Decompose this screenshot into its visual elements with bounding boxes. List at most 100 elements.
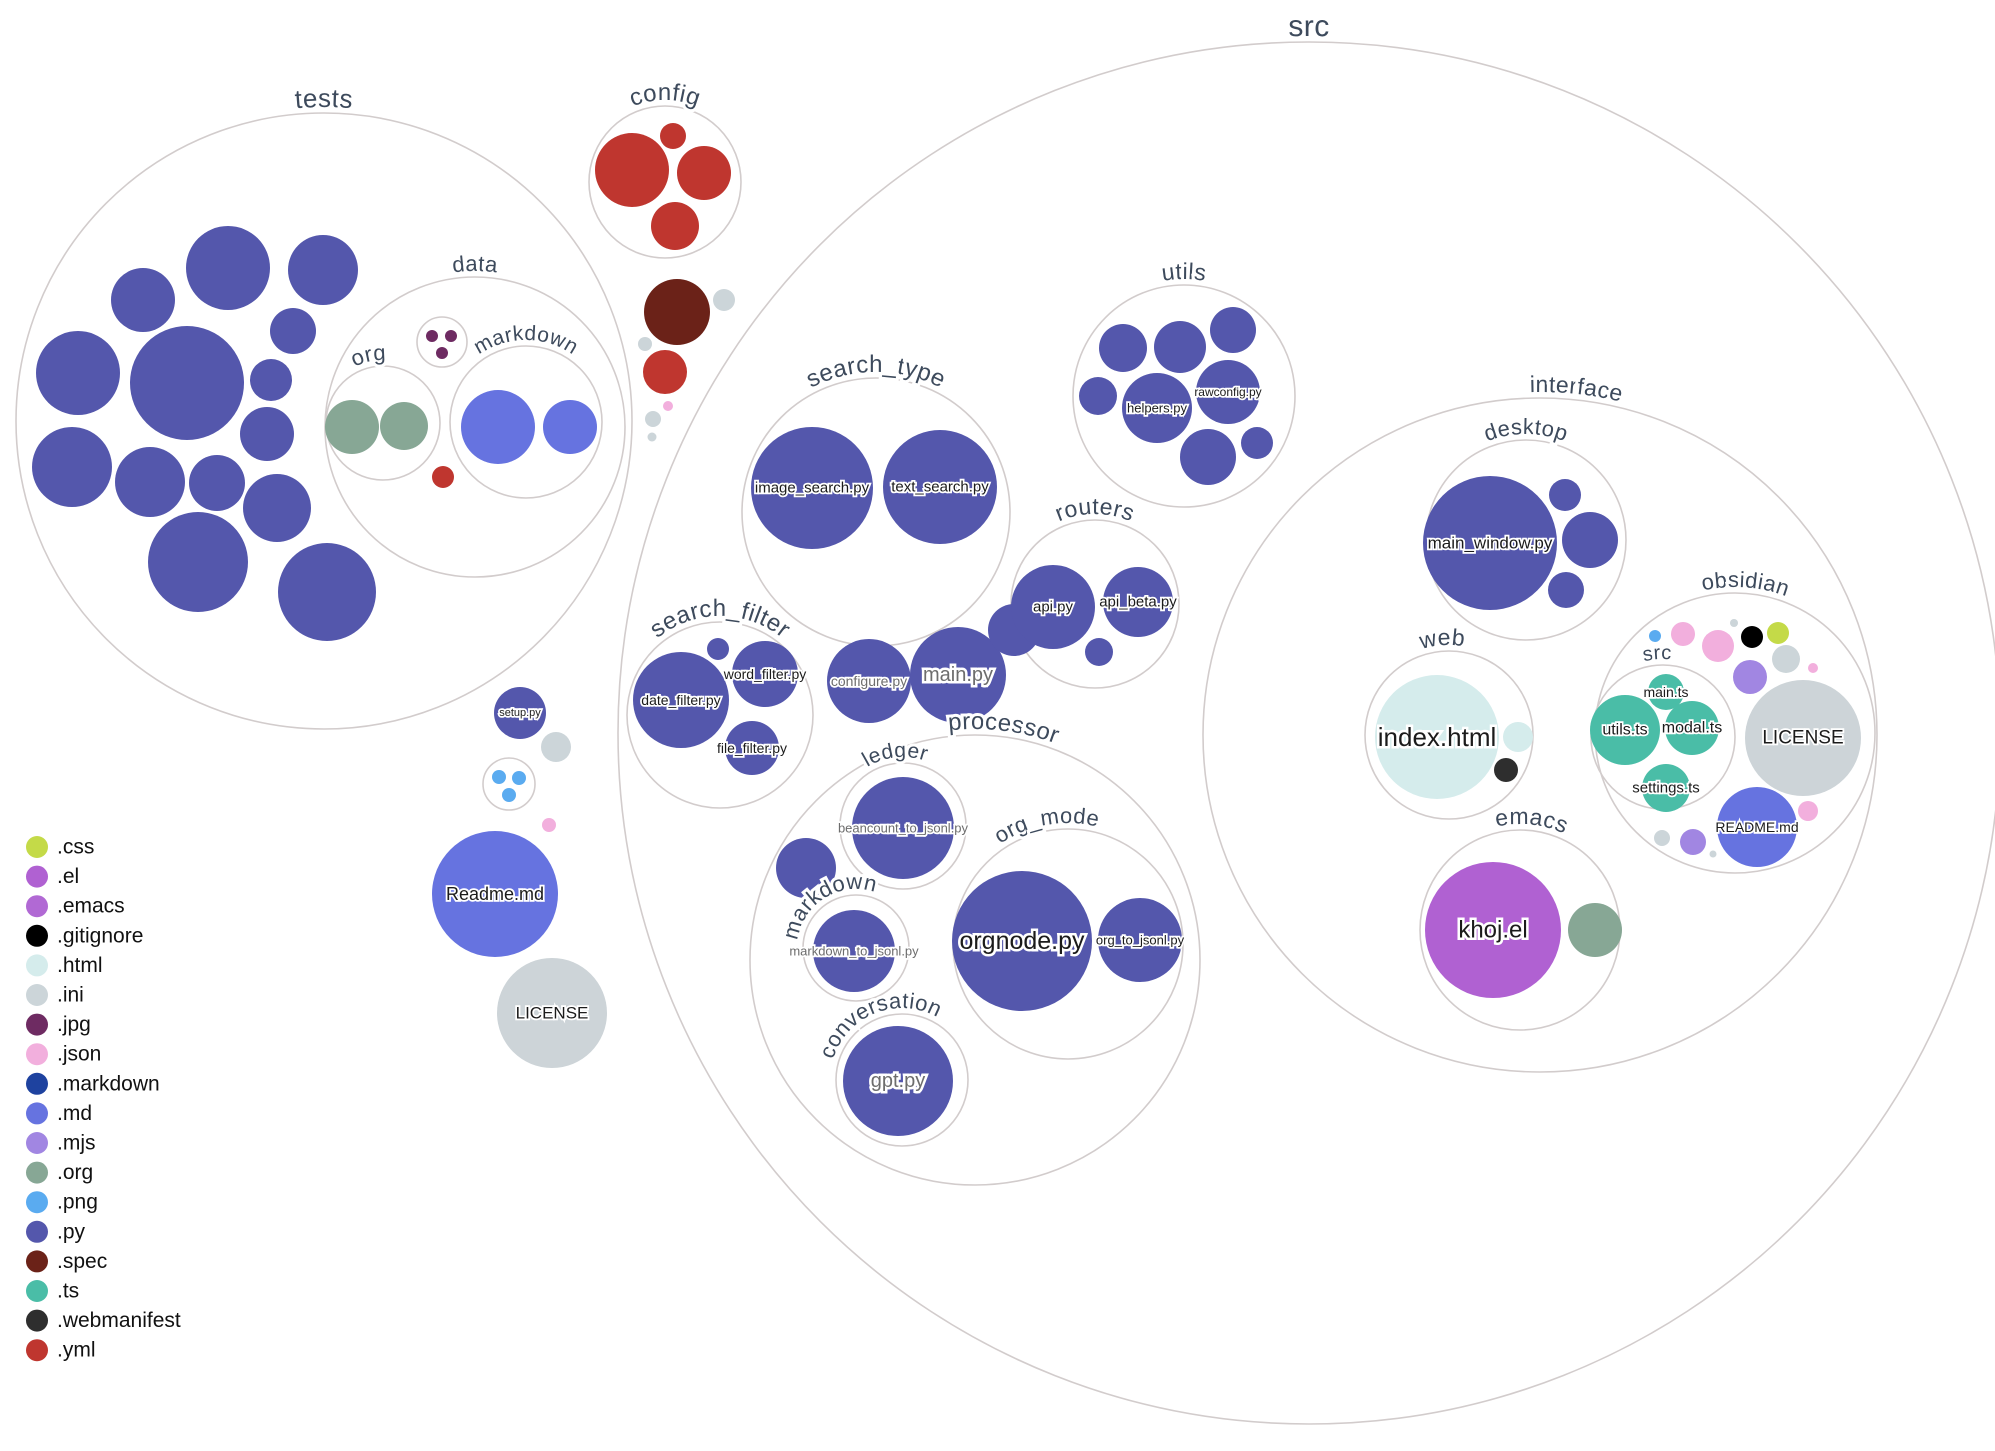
- dir-processor[interactable]: [749, 734, 1201, 1186]
- dir-web[interactable]: [1364, 650, 1534, 820]
- file-markdown_to_jsonl.py[interactable]: [813, 910, 895, 992]
- file-py-circle[interactable]: [111, 268, 175, 332]
- file-ini-circle[interactable]: [1730, 619, 1738, 627]
- file-LICENSE[interactable]: [1745, 680, 1861, 796]
- file-yml-circle[interactable]: [432, 466, 454, 488]
- file-image_search.py[interactable]: [751, 427, 873, 549]
- file-yml-circle[interactable]: [677, 146, 731, 200]
- file-mjs-circle[interactable]: [1733, 660, 1767, 694]
- dir-conversation[interactable]: [835, 1013, 969, 1147]
- dir-data-markdown[interactable]: [449, 345, 603, 499]
- file-py-circle[interactable]: [186, 226, 270, 310]
- file-py-circle[interactable]: [1085, 638, 1113, 666]
- file-index.html[interactable]: [1375, 675, 1499, 799]
- file-api.py[interactable]: [1011, 565, 1095, 649]
- file-py-circle[interactable]: [1241, 427, 1273, 459]
- file-spec-circle[interactable]: [644, 279, 710, 345]
- file-ini-circle[interactable]: [1709, 850, 1717, 858]
- file-org_to_jsonl.py[interactable]: [1098, 898, 1182, 982]
- file-py-circle[interactable]: [707, 638, 729, 660]
- file-png-circle[interactable]: [1649, 630, 1661, 642]
- file-py-circle[interactable]: [278, 543, 376, 641]
- file-yml-circle[interactable]: [643, 350, 687, 394]
- file-py-circle[interactable]: [148, 512, 248, 612]
- file-json-circle[interactable]: [663, 401, 673, 411]
- file-helpers.py[interactable]: [1122, 373, 1192, 443]
- dir-ledger[interactable]: [839, 762, 967, 890]
- file-api_beta.py[interactable]: [1103, 567, 1173, 637]
- dir-tests[interactable]: [15, 112, 633, 730]
- file-ini-circle[interactable]: [541, 732, 571, 762]
- file-org-circle[interactable]: [1568, 903, 1622, 957]
- file-date_filter.py[interactable]: [633, 652, 729, 748]
- file-py-circle[interactable]: [189, 455, 245, 511]
- file-py-circle[interactable]: [288, 235, 358, 305]
- file-main.py[interactable]: [910, 627, 1006, 723]
- file-py-circle[interactable]: [130, 326, 244, 440]
- file-beancount_to_jsonl.py[interactable]: [852, 777, 954, 879]
- file-modal.ts[interactable]: [1665, 701, 1719, 755]
- dir-routers[interactable]: [1010, 519, 1180, 689]
- file-py-circle[interactable]: [243, 474, 311, 542]
- dir-png-group[interactable]: [482, 757, 536, 811]
- file-md-circle[interactable]: [461, 390, 535, 464]
- file-org-circle[interactable]: [380, 402, 428, 450]
- file-md-circle[interactable]: [543, 400, 597, 454]
- file-jpg-circle[interactable]: [436, 347, 448, 359]
- file-css-circle[interactable]: [1767, 622, 1789, 644]
- file-main_window.py[interactable]: [1423, 476, 1557, 610]
- file-ini-circle[interactable]: [645, 411, 661, 427]
- file-ini-circle[interactable]: [647, 432, 657, 442]
- file-py-circle[interactable]: [270, 308, 316, 354]
- file-png-circle[interactable]: [512, 771, 526, 785]
- file-py-circle[interactable]: [1154, 321, 1206, 373]
- file-ini-circle[interactable]: [713, 289, 735, 311]
- file-mjs-circle[interactable]: [1680, 829, 1706, 855]
- file-khoj.el[interactable]: [1425, 862, 1561, 998]
- file-gpt.py[interactable]: [843, 1026, 953, 1136]
- file-ini-circle[interactable]: [1654, 830, 1670, 846]
- file-word_filter.py[interactable]: [732, 641, 798, 707]
- file-rawconfig.py[interactable]: [1196, 360, 1260, 424]
- file-file_filter.py[interactable]: [725, 721, 779, 775]
- file-py-circle[interactable]: [1210, 307, 1256, 353]
- file-ini-circle[interactable]: [1772, 645, 1800, 673]
- file-py-circle[interactable]: [250, 359, 292, 401]
- file-setup.py[interactable]: [494, 687, 546, 739]
- file-jpg-circle[interactable]: [445, 330, 457, 342]
- file-settings.ts[interactable]: [1642, 764, 1690, 812]
- file-html-circle[interactable]: [1503, 722, 1533, 752]
- file-py-circle[interactable]: [776, 838, 836, 898]
- file-py-circle[interactable]: [36, 331, 120, 415]
- file-py-circle[interactable]: [1079, 377, 1117, 415]
- file-yml-circle[interactable]: [595, 133, 669, 207]
- file-configure.py[interactable]: [827, 639, 911, 723]
- file-jpg-circle[interactable]: [426, 330, 438, 342]
- file-py-circle[interactable]: [1549, 479, 1581, 511]
- file-py-circle[interactable]: [1180, 429, 1236, 485]
- file-py-circle[interactable]: [1562, 512, 1618, 568]
- dir-search_filter[interactable]: [626, 621, 814, 809]
- file-yml-circle[interactable]: [660, 123, 686, 149]
- file-LICENSE[interactable]: [497, 958, 607, 1068]
- file-orgnode.py[interactable]: [952, 871, 1092, 1011]
- file-py-circle[interactable]: [115, 447, 185, 517]
- file-json-circle[interactable]: [1671, 622, 1695, 646]
- file-json-circle[interactable]: [1808, 663, 1818, 673]
- file-json-circle[interactable]: [1702, 630, 1734, 662]
- file-text_search.py[interactable]: [883, 430, 997, 544]
- file-yml-circle[interactable]: [651, 202, 699, 250]
- file-webmanifest-circle[interactable]: [1494, 758, 1518, 782]
- file-json-circle[interactable]: [542, 818, 556, 832]
- dir-interface[interactable]: [1202, 397, 1878, 1073]
- dir-src[interactable]: [617, 41, 1995, 1425]
- file-py-circle[interactable]: [32, 427, 112, 507]
- file-gitignore-circle[interactable]: [1741, 626, 1763, 648]
- file-Readme.md[interactable]: [432, 831, 558, 957]
- dir-jpg-group[interactable]: [416, 316, 468, 368]
- file-py-circle[interactable]: [240, 407, 294, 461]
- file-ini-circle[interactable]: [638, 337, 652, 351]
- file-py-circle[interactable]: [1099, 324, 1147, 372]
- file-main.ts[interactable]: [1648, 674, 1684, 710]
- file-py-circle[interactable]: [1548, 572, 1584, 608]
